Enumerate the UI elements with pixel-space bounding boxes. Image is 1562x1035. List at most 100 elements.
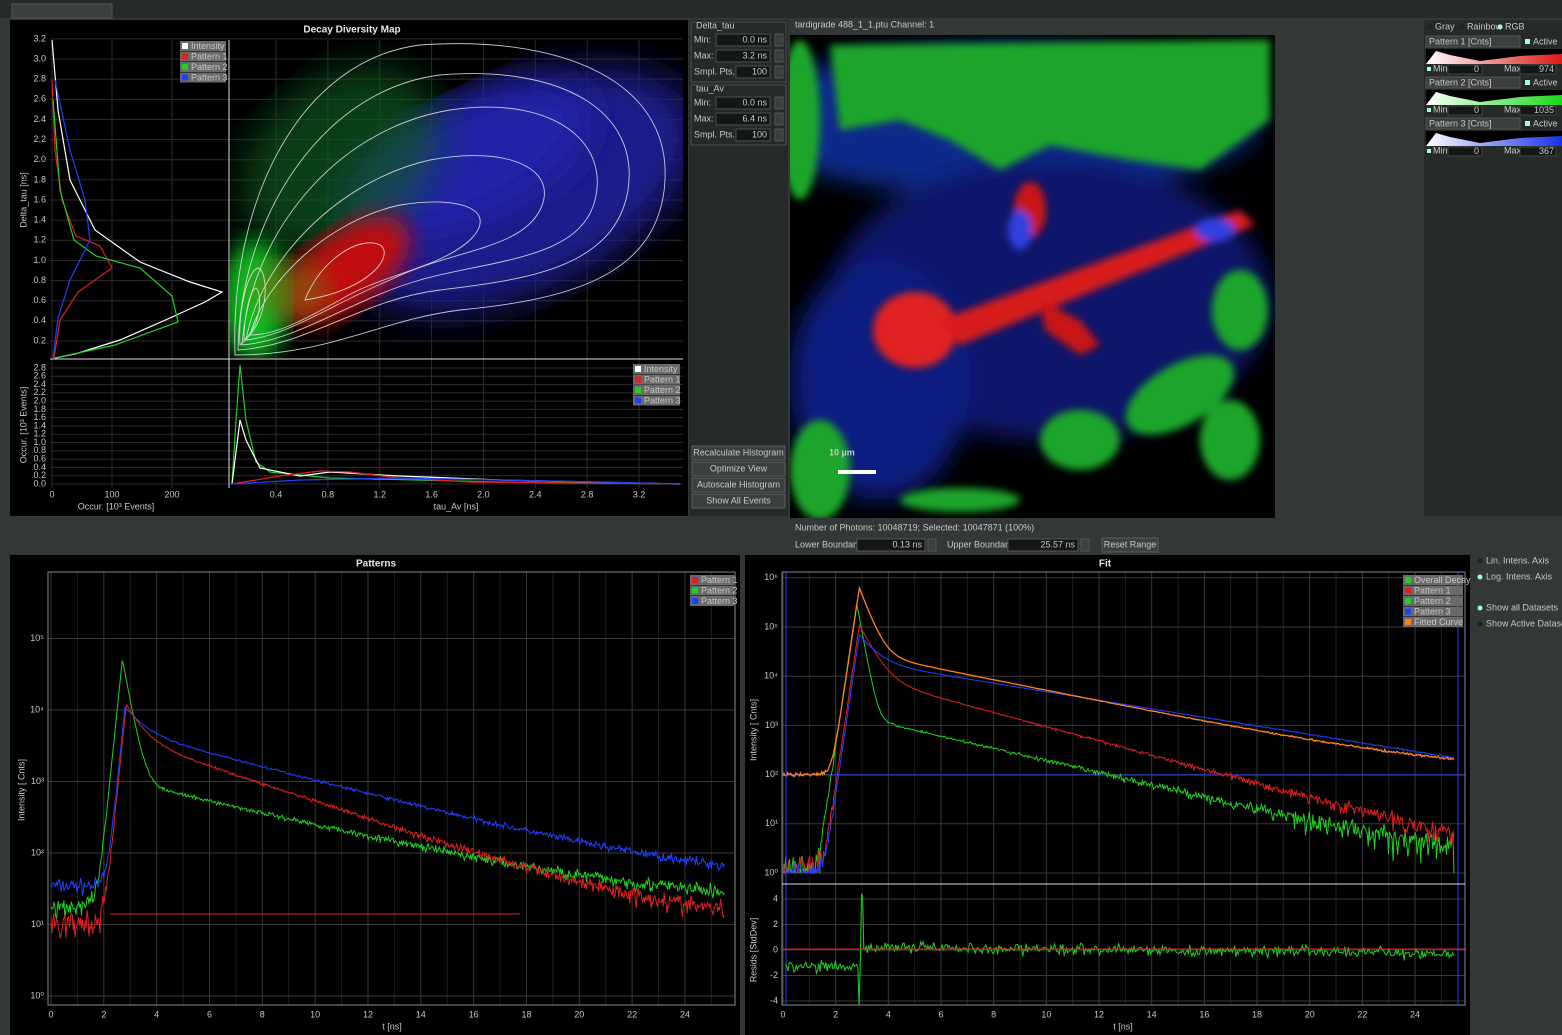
y-tick-label: 0.8: [33, 275, 46, 285]
group-title: tau_Av: [696, 83, 724, 93]
radio[interactable]: [1478, 622, 1483, 627]
spinner[interactable]: [775, 113, 783, 125]
field-label: Min:: [694, 34, 711, 44]
tab[interactable]: [12, 4, 112, 18]
legend-swatch: [1405, 619, 1411, 625]
axis-label: Occur. [10³ Events]: [78, 501, 155, 511]
panel-title: Fit: [1099, 559, 1112, 570]
axis-label: Intensity [ Cnts]: [748, 699, 758, 761]
checkbox-label: Active: [1533, 36, 1558, 46]
x-tick-label: 0: [780, 1009, 785, 1019]
scale-bar-label: 10 µm: [829, 447, 855, 457]
radio[interactable]: [1498, 25, 1503, 30]
radio[interactable]: [1478, 606, 1483, 611]
field-label: Smpl. Pts.: [694, 129, 735, 139]
input-value: 0.0 ns: [742, 97, 767, 107]
radio-label: Log. Intens. Axis: [1486, 571, 1553, 581]
legend-label: Pattern 3: [191, 72, 228, 82]
y-tick-label: 0.6: [33, 295, 46, 305]
y-tick-label: 10⁵: [764, 621, 778, 631]
checkbox[interactable]: [1427, 108, 1431, 112]
legend-label: Pattern 1: [644, 374, 681, 384]
y-tick-label: 10¹: [31, 919, 44, 929]
radio-label: Rainbow: [1467, 21, 1503, 31]
checkbox[interactable]: [1525, 80, 1530, 85]
checkbox[interactable]: [1525, 121, 1530, 126]
y-tick-label: 10¹: [765, 818, 778, 828]
legend-swatch: [635, 398, 641, 404]
y-tick-label: 2.0: [33, 154, 46, 164]
spinner[interactable]: [775, 50, 783, 62]
legend-label: Pattern 2: [701, 585, 738, 595]
legend-label: Pattern 2: [191, 62, 228, 72]
input-value: 0: [1474, 146, 1479, 156]
x-tick-label: 22: [1357, 1009, 1367, 1019]
legend-swatch: [692, 598, 698, 604]
input-value: 367: [1539, 146, 1554, 156]
y-tick-label: 2.8: [33, 362, 46, 372]
x-tick-label: 6: [207, 1009, 212, 1019]
spinner[interactable]: [928, 539, 936, 551]
spinner[interactable]: [775, 129, 783, 141]
legend-label: Fitted Curve: [1414, 617, 1463, 627]
x-tick-label: 4: [154, 1009, 159, 1019]
checkbox[interactable]: [1525, 39, 1530, 44]
legend-label: Pattern 1: [701, 575, 738, 585]
input-value: 25.57 ns: [1040, 539, 1075, 549]
y-tick-label: 2.6: [33, 94, 46, 104]
input-value: 974: [1539, 64, 1554, 74]
input-value: 0: [1474, 105, 1479, 115]
spinner[interactable]: [775, 97, 783, 109]
legend-swatch: [182, 54, 188, 60]
x-tick-label: 6: [939, 1009, 944, 1019]
legend-label: Pattern 1: [191, 51, 228, 61]
button-label: Autoscale Histogram: [697, 479, 780, 489]
spinner[interactable]: [775, 34, 783, 46]
y-tick-label: 0: [773, 944, 778, 954]
radio[interactable]: [1460, 25, 1465, 30]
spinner[interactable]: [775, 66, 783, 78]
y-tick-label: 1.0: [33, 255, 46, 265]
x-tick-label: 20: [574, 1009, 584, 1019]
x-tick-label: 18: [1252, 1009, 1262, 1019]
input-value: 100: [752, 66, 767, 76]
axis-label: t [ns]: [382, 1021, 402, 1031]
radio-label: Gray: [1435, 21, 1455, 31]
legend-label: Pattern 1: [1414, 585, 1451, 595]
controls-panel: [689, 20, 788, 516]
radio[interactable]: [1428, 25, 1433, 30]
field-label: Upper Boundary:: [947, 539, 1015, 549]
radio[interactable]: [1478, 575, 1483, 580]
legend-label: Pattern 3: [1414, 606, 1451, 616]
y-tick-label: 2.8: [33, 74, 46, 84]
y-tick-label: 10⁰: [30, 990, 44, 1000]
x-tick-label: 24: [1410, 1009, 1420, 1019]
y-tick-label: 10⁵: [30, 633, 44, 643]
field-label: Smpl. Pts.: [694, 66, 735, 76]
y-tick-label: 1.4: [33, 215, 46, 225]
app-window: Decay Diversity Map0.20.40.60.81.01.21.4…: [0, 0, 1562, 1035]
x-tick-label: 200: [164, 489, 179, 499]
y-tick-label: 1.2: [33, 235, 46, 245]
radio-label: Show all Datasets: [1486, 602, 1559, 612]
legend-label: Pattern 2: [644, 385, 681, 395]
spinner[interactable]: [1081, 539, 1089, 551]
y-tick-label: 2.4: [33, 114, 46, 124]
button-label: Reset Range: [1104, 539, 1157, 549]
radio[interactable]: [1478, 559, 1483, 564]
x-tick-label: 100: [104, 489, 119, 499]
y-tick-label: 10²: [765, 769, 778, 779]
field-label: Lower Boundary:: [795, 539, 863, 549]
input-value: 1035: [1534, 105, 1554, 115]
radio-label: Show Active Dataset: [1486, 618, 1562, 628]
checkbox[interactable]: [1427, 149, 1431, 153]
y-tick-label: 2.2: [33, 134, 46, 144]
x-tick-label: 4: [886, 1009, 891, 1019]
group-title: Delta_tau: [696, 20, 735, 30]
input-value: 100: [752, 129, 767, 139]
legend-swatch: [635, 387, 641, 393]
y-tick-label: 10⁶: [764, 572, 778, 582]
y-tick-label: -4: [770, 995, 778, 1005]
checkbox[interactable]: [1427, 67, 1431, 71]
y-tick-label: 10³: [765, 720, 778, 730]
